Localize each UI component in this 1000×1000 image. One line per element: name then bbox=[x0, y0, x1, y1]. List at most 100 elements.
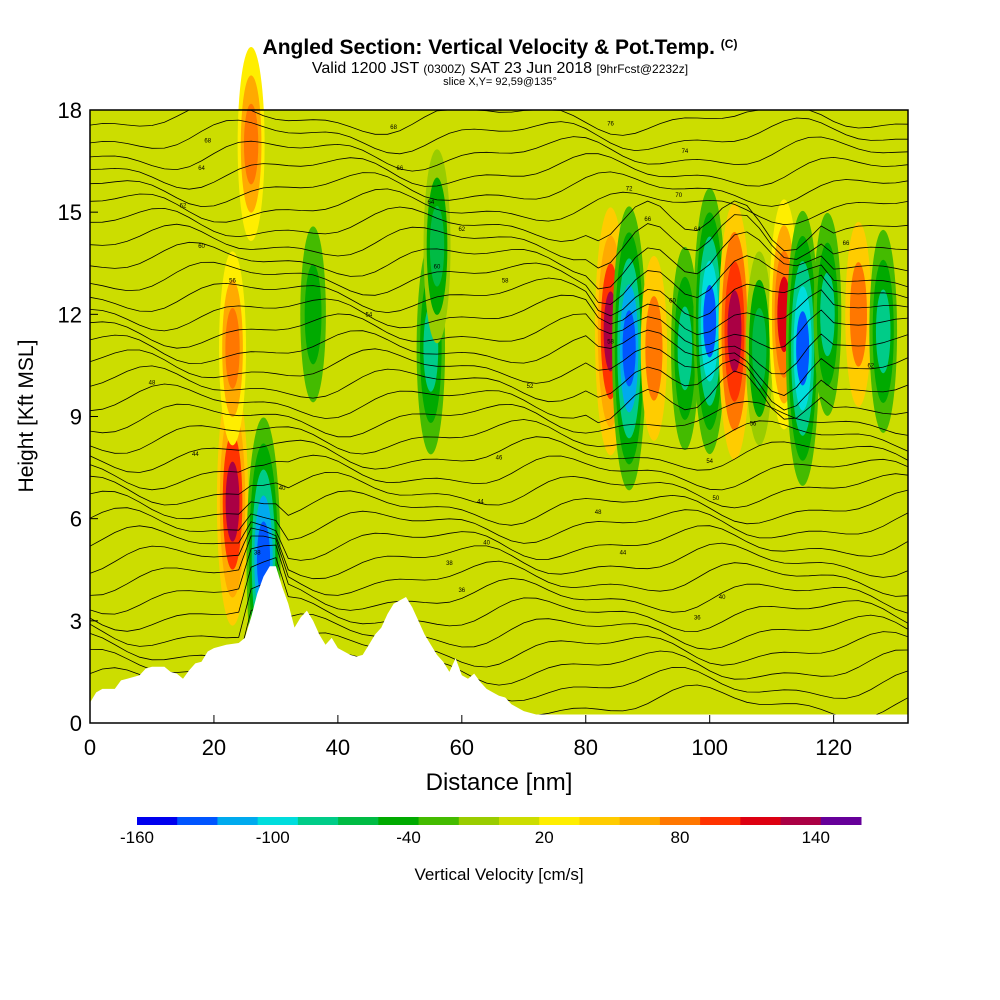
velocity-cell bbox=[622, 310, 636, 387]
contour-label: 58 bbox=[607, 340, 614, 346]
contour-line bbox=[89, 521, 909, 561]
chart-title: Angled Section: Vertical Velocity & Pot.… bbox=[0, 36, 1000, 60]
colorbar-tick-label: -160 bbox=[120, 828, 154, 847]
colorbar-swatch bbox=[378, 817, 420, 825]
contour-line bbox=[89, 274, 909, 319]
contour-line bbox=[89, 557, 909, 632]
contour-label: 46 bbox=[496, 455, 503, 461]
x-tick-label: 0 bbox=[84, 735, 96, 760]
velocity-cell bbox=[703, 284, 717, 358]
colorbar-swatch bbox=[579, 817, 621, 825]
colorbar-swatch bbox=[458, 817, 500, 825]
velocity-cell bbox=[752, 308, 767, 389]
contour-label: 38 bbox=[446, 561, 453, 567]
contour-label: 64 bbox=[427, 200, 434, 206]
x-tick-label: 100 bbox=[691, 735, 728, 760]
x-axis-label: Distance [nm] bbox=[426, 769, 573, 796]
contour-label: 54 bbox=[706, 459, 713, 465]
isentrope-contours bbox=[89, 109, 909, 721]
contour-label: 58 bbox=[502, 278, 509, 284]
contour-label: 66 bbox=[843, 241, 850, 247]
colorbar-swatch bbox=[257, 817, 299, 825]
contour-line bbox=[89, 544, 909, 615]
contour-line bbox=[89, 329, 909, 375]
y-tick-label: 15 bbox=[58, 200, 82, 225]
contour-line bbox=[89, 471, 909, 509]
chart-title-unit: (C) bbox=[720, 37, 738, 51]
contour-line bbox=[89, 171, 909, 208]
contour-label: 56 bbox=[750, 421, 757, 427]
colorbar-label: Vertical Velocity [cm/s] bbox=[414, 865, 583, 884]
contour-line bbox=[89, 117, 908, 155]
contour-label: 44 bbox=[192, 452, 199, 458]
contour-label: 62 bbox=[458, 227, 465, 233]
velocity-cell bbox=[849, 262, 867, 367]
contour-label: 70 bbox=[675, 193, 682, 199]
contour-label: 62 bbox=[180, 203, 187, 209]
contour-label: 60 bbox=[434, 265, 441, 271]
contour-line bbox=[89, 535, 909, 597]
contour-label: 50 bbox=[713, 496, 720, 502]
contour-label: 40 bbox=[719, 595, 726, 601]
contour-label: 76 bbox=[607, 122, 614, 128]
contour-line bbox=[89, 576, 909, 650]
contour-label: 36 bbox=[458, 588, 465, 594]
colorbar-swatch bbox=[780, 817, 822, 825]
contour-line bbox=[89, 346, 909, 396]
contour-line bbox=[89, 188, 909, 226]
y-tick-label: 9 bbox=[70, 405, 82, 430]
x-tick-label: 80 bbox=[574, 735, 598, 760]
chart-title-main: Angled Section: Vertical Velocity & Pot.… bbox=[262, 36, 715, 59]
y-axis-label: Height [Kft MSL] bbox=[15, 340, 38, 493]
contour-line bbox=[89, 289, 909, 336]
y-tick-label: 0 bbox=[70, 711, 82, 736]
contour-line bbox=[89, 419, 909, 455]
x-tick-label: 40 bbox=[326, 735, 350, 760]
contour-label: 64 bbox=[198, 166, 205, 172]
colorbar: -160 -100 -40 20 80 140 bbox=[120, 817, 862, 847]
y-tick-label: 18 bbox=[58, 98, 82, 123]
contour-line bbox=[89, 214, 909, 269]
velocity-cell bbox=[304, 264, 322, 365]
colorbar-tick-label: 140 bbox=[802, 828, 830, 847]
y-tick-label: 6 bbox=[70, 507, 82, 532]
colorbar-tick-label: 20 bbox=[535, 828, 554, 847]
velocity-cell bbox=[796, 311, 810, 386]
colorbar-swatch bbox=[217, 817, 259, 825]
velocity-cell bbox=[225, 461, 240, 542]
colorbar-swatch bbox=[539, 817, 580, 825]
colorbar-swatch bbox=[177, 817, 218, 825]
colorbar-tick-label: -100 bbox=[256, 828, 290, 847]
contour-label: 64 bbox=[694, 227, 701, 233]
contour-label: 48 bbox=[595, 510, 602, 516]
x-tick-label: 120 bbox=[815, 735, 852, 760]
velocity-cell bbox=[243, 103, 259, 185]
colorbar-swatch bbox=[297, 817, 339, 825]
contour-line bbox=[89, 527, 909, 580]
colorbar-swatch bbox=[499, 817, 540, 825]
contour-label: 68 bbox=[204, 139, 211, 145]
colorbar-tick-label: -40 bbox=[396, 828, 421, 847]
contour-label: 40 bbox=[483, 541, 490, 547]
contour-line bbox=[89, 507, 909, 544]
contour-labels: 68 64 62 60 56 54 48 44 40 38 68 66 64 62 60 58 52 46 44 40… bbox=[149, 122, 875, 622]
x-tick-label: 20 bbox=[202, 735, 226, 760]
contour-label: 40 bbox=[279, 486, 286, 492]
velocity-cell bbox=[727, 290, 742, 373]
contour-label: 44 bbox=[477, 500, 484, 506]
contour-label: 68 bbox=[390, 125, 397, 131]
terrain bbox=[90, 566, 908, 723]
contour-label: 54 bbox=[366, 312, 373, 318]
contour-line bbox=[89, 231, 909, 290]
contour-line bbox=[89, 436, 909, 473]
colorbar-swatch bbox=[740, 817, 782, 825]
colorbar-tick-label: 80 bbox=[671, 828, 690, 847]
x-tick-label: 60 bbox=[450, 735, 474, 760]
contour-line bbox=[89, 136, 909, 172]
chart-subtitle: Valid 1200 JST (0300Z) SAT 23 Jun 2018 [… bbox=[0, 60, 1000, 78]
contour-label: 60 bbox=[669, 299, 676, 305]
contour-line bbox=[89, 309, 909, 350]
velocity-cell bbox=[875, 289, 891, 374]
valid-time: Valid 1200 JST bbox=[311, 60, 419, 77]
contour-label: 74 bbox=[682, 149, 689, 155]
